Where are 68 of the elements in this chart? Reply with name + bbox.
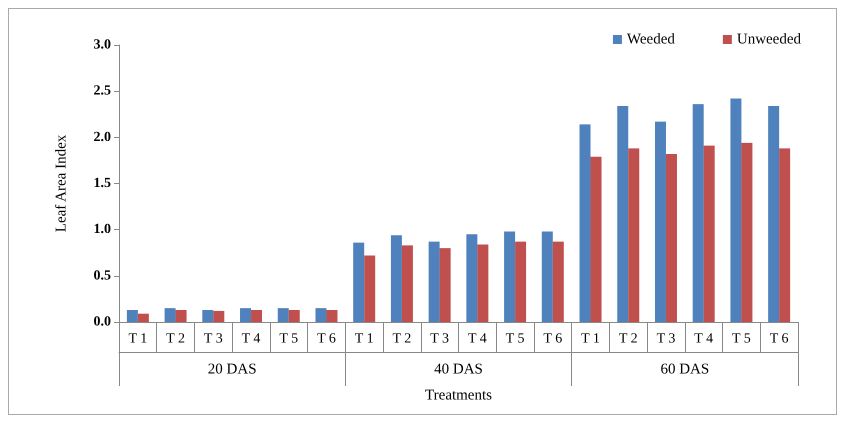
text: 40 DAS [434, 362, 483, 378]
legend-label: Weeded [626, 32, 676, 48]
bar [213, 310, 224, 322]
bar [666, 154, 677, 322]
bar [617, 106, 628, 322]
x-tick-label: T 5 [279, 332, 298, 346]
bar [402, 245, 413, 322]
bar [741, 142, 752, 322]
bar [552, 242, 564, 322]
text: 20 DAS [208, 362, 257, 378]
x-tick-label: T 5 [506, 332, 524, 346]
bar [176, 310, 187, 322]
y-tick-label: 0.0 [94, 314, 111, 330]
bar [164, 308, 176, 322]
x-tick-label: T 2 [392, 332, 412, 346]
y-axis-title: Leaf Area Index [54, 134, 70, 232]
x-tick-label: T 6 [770, 332, 789, 346]
bar [654, 122, 666, 322]
bar [730, 98, 742, 322]
bar [779, 148, 790, 322]
bar [628, 148, 640, 322]
bar [326, 310, 338, 322]
bar [390, 235, 402, 322]
bar [515, 242, 526, 322]
bar [428, 242, 440, 322]
x-tick-label: T 4 [242, 332, 260, 346]
bar [692, 104, 704, 322]
x-tick-label: T 4 [468, 332, 487, 346]
x-tick-label: T 6 [317, 332, 336, 346]
x-tick-label: T 3 [430, 332, 450, 346]
x-tick-label: T 3 [656, 332, 676, 346]
bar [504, 232, 516, 322]
bar [768, 106, 780, 322]
bar [542, 232, 553, 322]
x-tick-label: T 6 [543, 332, 562, 346]
y-tick-label: 2.0 [94, 130, 111, 145]
bar [288, 310, 300, 322]
bar [477, 244, 488, 322]
bar [202, 310, 214, 322]
bar [580, 124, 591, 322]
bar [590, 156, 602, 322]
x-axis-title: Treatments [425, 388, 492, 404]
y-tick-label: 2.5 [94, 84, 111, 99]
x-tick-label: T 2 [166, 332, 185, 346]
legend-label: Unweeded [736, 32, 802, 48]
x-tick-label: T 2 [618, 332, 638, 346]
y-tick-label: 0.5 [94, 268, 111, 284]
bar [138, 314, 149, 322]
bar [440, 248, 451, 322]
y-tick-label: 1.0 [94, 222, 111, 238]
x-tick-label: T 3 [204, 332, 223, 346]
bar [364, 256, 376, 322]
bar [466, 234, 478, 322]
bar [126, 310, 138, 322]
x-tick-label: T 5 [732, 332, 751, 346]
x-tick-label: T 1 [354, 332, 374, 346]
bar [353, 242, 364, 322]
bar [278, 308, 289, 322]
bar [315, 308, 326, 322]
bar [240, 308, 252, 322]
bar [251, 310, 262, 322]
x-tick-label: T 1 [128, 332, 148, 346]
y-tick-label: 1.5 [94, 176, 111, 191]
bar [704, 146, 715, 322]
text: 60 DAS [660, 362, 710, 378]
x-tick-label: T 4 [694, 332, 714, 346]
x-tick-label: T 1 [581, 332, 600, 346]
y-tick-label: 3.0 [94, 38, 111, 52]
